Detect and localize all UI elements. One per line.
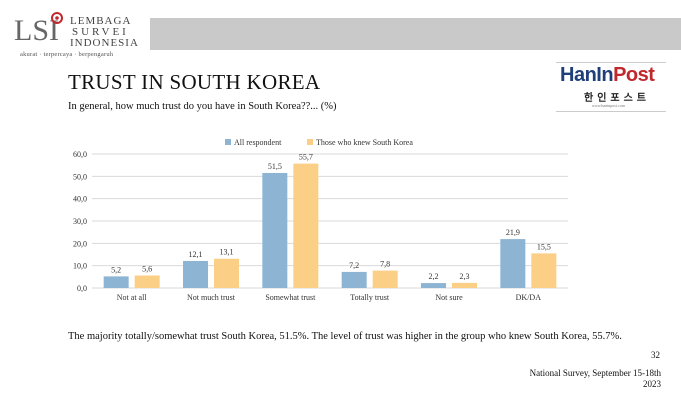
logo-line2: SURVEI (72, 26, 129, 38)
x-tick-label: DK/DA (516, 293, 542, 302)
data-label: 13,1 (220, 248, 234, 257)
bar-all-respondent (262, 172, 288, 288)
legend-swatch (307, 139, 313, 145)
bar-knew-south-korea (531, 253, 557, 288)
data-label: 5,6 (142, 264, 152, 273)
data-label: 12,1 (189, 250, 203, 259)
bar-knew-south-korea (134, 275, 160, 288)
legend-label: Those who knew South Korea (316, 138, 413, 147)
x-tick-label: Not much trust (187, 293, 236, 302)
bar-knew-south-korea (214, 258, 239, 288)
header-bar (150, 18, 681, 50)
bar-knew-south-korea (293, 163, 319, 288)
survey-footer: National Survey, September 15-18th 2023 (530, 368, 661, 390)
data-label: 55,7 (299, 153, 313, 162)
bar-all-respondent (421, 283, 446, 288)
bar-all-respondent (500, 239, 526, 288)
y-tick-label: 60,0 (73, 150, 87, 159)
y-tick-label: 30,0 (73, 217, 87, 226)
bar-knew-south-korea (372, 270, 398, 288)
trust-chart: 0,0 10,0 20,0 30,0 40,0 50,0 60,0 5,2 5,6 Not at … (60, 132, 580, 315)
slide-subtitle: In general, how much trust do you have i… (68, 101, 337, 112)
logo-line1: LEMBAGA (70, 15, 132, 27)
bar-all-respondent (341, 271, 367, 288)
haninpost-korean: 한인포스트 (584, 93, 650, 104)
x-tick-label: Not at all (117, 293, 148, 302)
haninpost-wordmark: HanInPost (560, 64, 655, 86)
x-tick-label: Not sure (435, 293, 463, 302)
legend-swatch (225, 139, 231, 145)
y-tick-label: 0,0 (77, 284, 87, 293)
legend-label: All respondent (234, 138, 282, 147)
data-label: 2,3 (460, 272, 470, 281)
x-tick-label: Somewhat trust (265, 293, 316, 302)
y-tick-label: 10,0 (73, 262, 87, 271)
footer-line1: National Survey, September 15-18th (529, 368, 661, 378)
bar-chart-svg: 0,0 10,0 20,0 30,0 40,0 50,0 60,0 5,2 5,6 Not at … (73, 138, 568, 302)
y-tick-label: 40,0 (73, 195, 87, 204)
data-label: 7,2 (349, 261, 359, 270)
haninpost-url: www.haninpost.com (592, 103, 625, 108)
lsi-logo-mark: LSI (14, 12, 63, 47)
data-label: 2,2 (429, 272, 439, 281)
data-label: 5,2 (111, 265, 121, 274)
data-label: 21,9 (506, 228, 520, 237)
data-label: 7,8 (380, 260, 390, 269)
bar-all-respondent (103, 276, 129, 288)
footer-line2: 2023 (643, 379, 661, 389)
haninpost-logo: HanInPost 한인포스트 www.haninpost.com (556, 62, 666, 112)
x-tick-label: Totally trust (350, 293, 390, 302)
bar-all-respondent (183, 260, 208, 288)
data-label: 15,5 (537, 242, 551, 251)
logo-line3: INDONESIA (70, 37, 139, 49)
logo-tagline: akurat · terpercaya · berpengaruh (20, 51, 114, 58)
y-tick-label: 50,0 (73, 172, 87, 181)
y-tick-label: 20,0 (73, 239, 87, 248)
data-label: 51,5 (268, 162, 282, 171)
bar-knew-south-korea (452, 282, 477, 288)
slide-caption: The majority totally/somewhat trust Sout… (68, 331, 622, 342)
page-number: 32 (651, 350, 660, 360)
slide-title: TRUST IN SOUTH KOREA (68, 70, 321, 94)
lsi-logo: LSI LEMBAGA SURVEI INDONESIA akurat · te… (12, 8, 152, 58)
